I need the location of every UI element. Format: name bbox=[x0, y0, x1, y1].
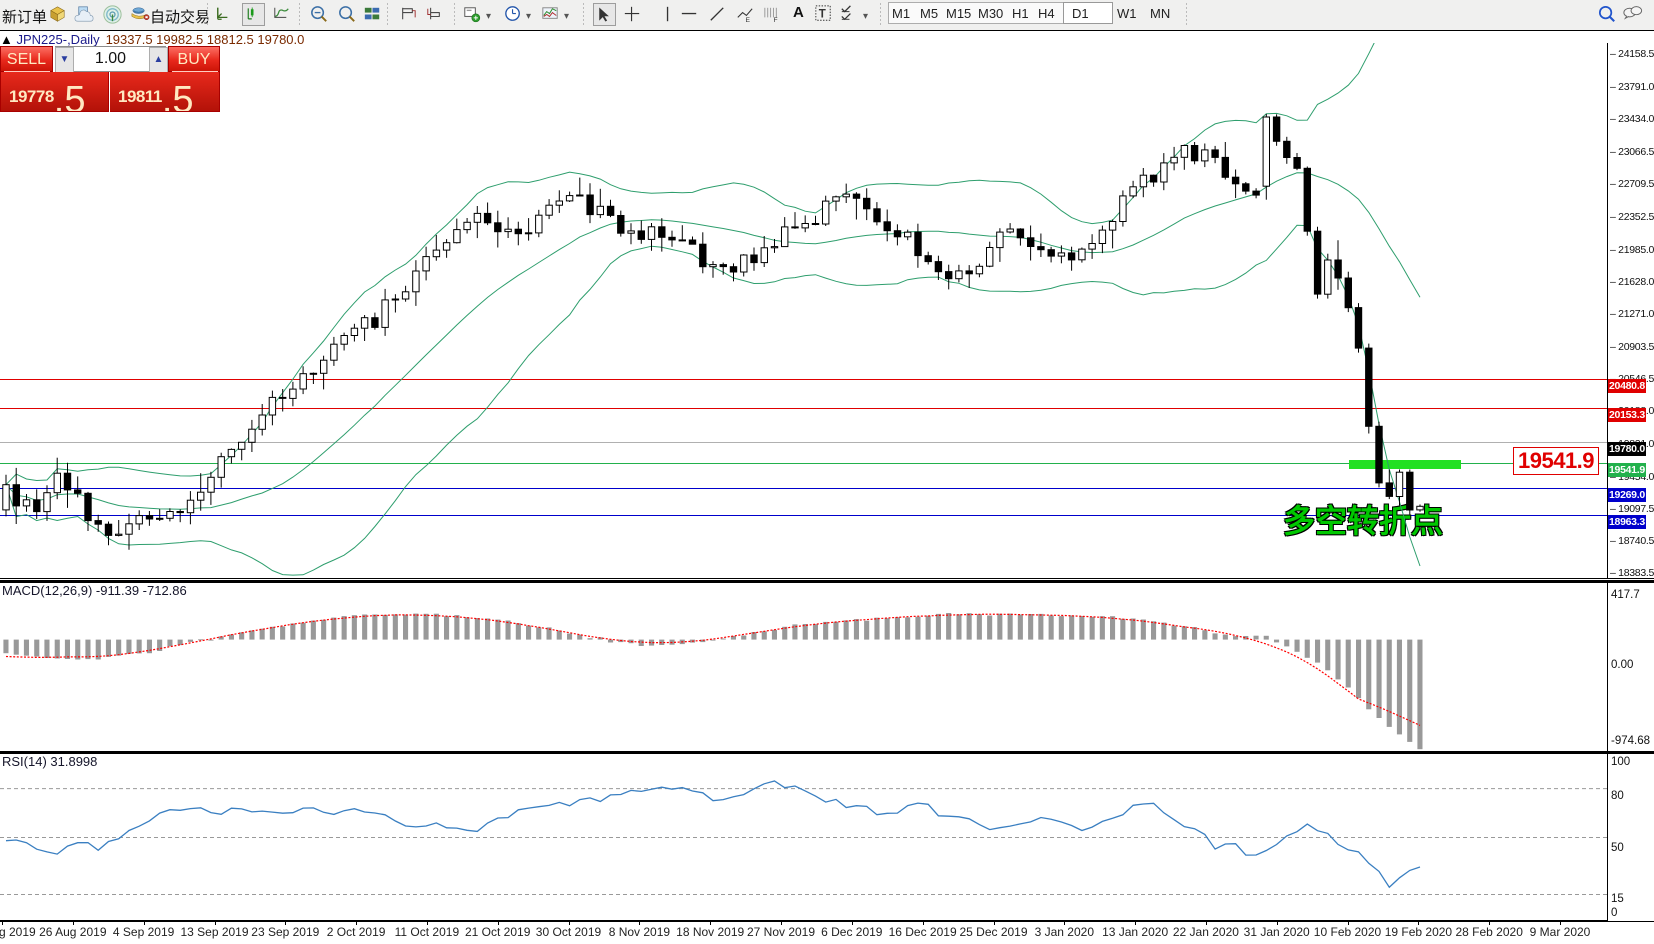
svg-text:E: E bbox=[745, 17, 750, 24]
svg-text:T: T bbox=[819, 8, 826, 20]
svg-text:F: F bbox=[773, 17, 777, 24]
